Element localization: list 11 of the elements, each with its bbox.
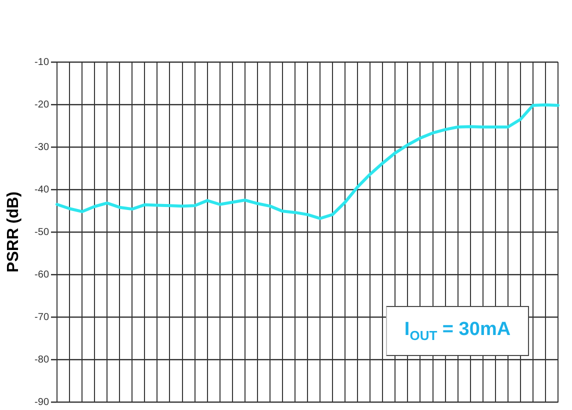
y-tick-label: -50 [34, 226, 50, 238]
y-axis-title: PSRR (dB) [5, 192, 22, 272]
y-tick-label: -70 [34, 312, 50, 323]
y-tick-label: -20 [34, 99, 50, 110]
y-tick-label: -40 [34, 184, 50, 196]
y-tick-label: -80 [34, 354, 50, 366]
y-tick-label: -90 [34, 396, 50, 408]
y-tick-label: -10 [34, 56, 50, 68]
y-tick-label: -30 [34, 142, 50, 153]
annotation: I$_{OUT}$ = 30mA [404, 319, 511, 343]
y-tick-label: -60 [34, 269, 50, 280]
